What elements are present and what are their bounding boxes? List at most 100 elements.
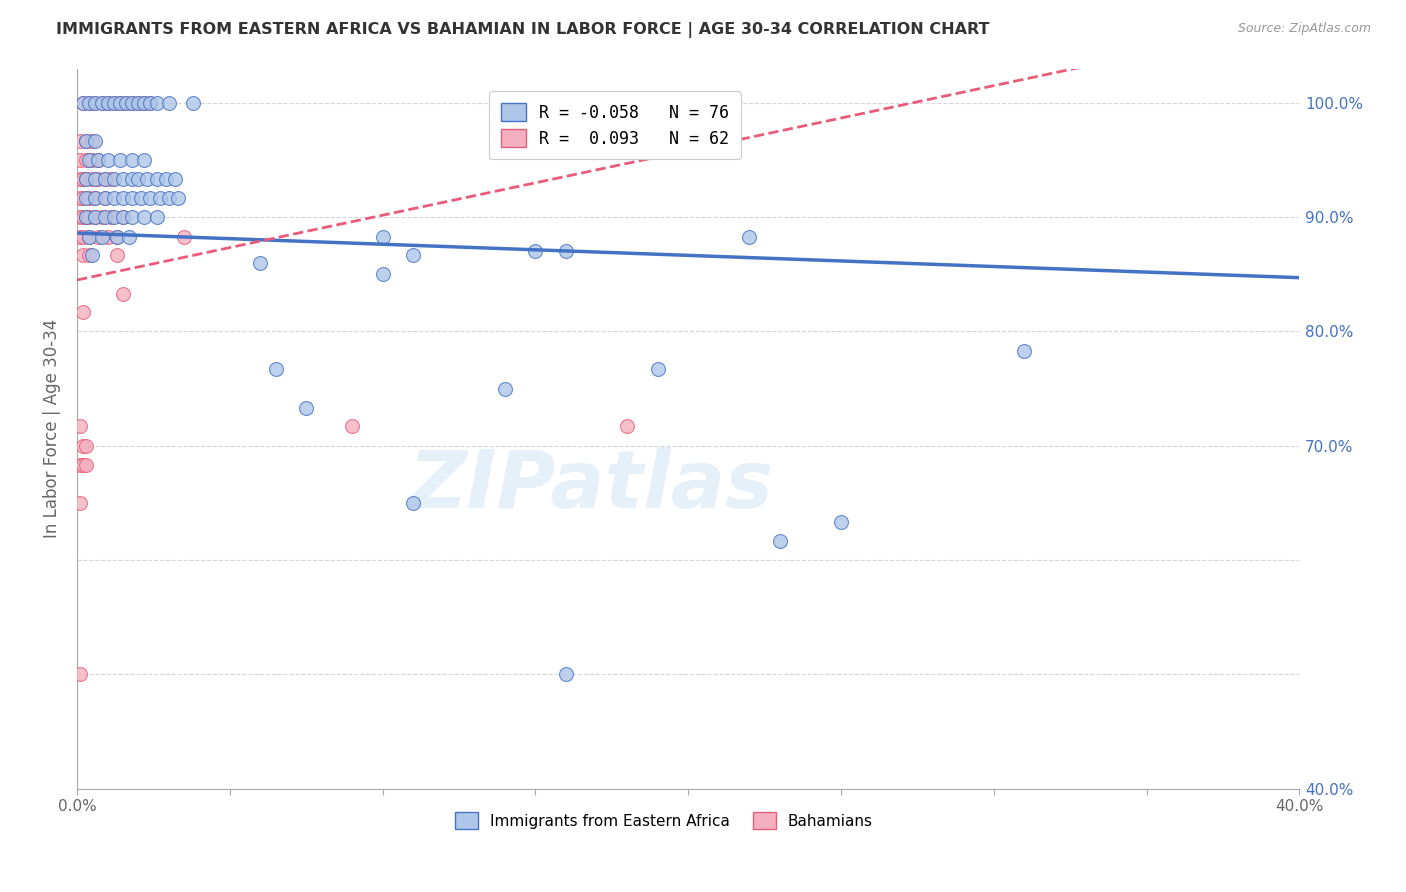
Point: [105, 229, 128, 244]
Point: [79, 248, 101, 262]
Point: [100, 210, 122, 224]
Point: [69, 210, 91, 224]
Point: [72, 95, 94, 110]
Point: [75, 153, 97, 167]
Point: [87, 153, 110, 167]
Point: [127, 95, 149, 110]
Point: [72, 305, 94, 319]
Point: [75, 134, 97, 148]
Text: Source: ZipAtlas.com: Source: ZipAtlas.com: [1237, 22, 1371, 36]
Point: [84, 210, 107, 224]
Point: [79, 95, 101, 110]
Point: [134, 153, 156, 167]
Point: [121, 191, 143, 205]
Point: [103, 172, 125, 186]
Point: [82, 134, 104, 148]
Point: [72, 458, 94, 472]
Point: [79, 95, 101, 110]
Point: [84, 191, 107, 205]
Point: [90, 210, 112, 224]
Point: [69, 496, 91, 510]
Point: [84, 191, 107, 205]
Point: [69, 229, 91, 244]
Point: [371, 267, 394, 281]
Point: [105, 248, 128, 262]
Point: [149, 191, 172, 205]
Point: [115, 95, 138, 110]
Point: [75, 172, 97, 186]
Point: [103, 95, 125, 110]
Point: [139, 191, 162, 205]
Point: [121, 210, 143, 224]
Point: [75, 210, 97, 224]
Point: [121, 95, 143, 110]
Point: [108, 153, 131, 167]
Point: [121, 95, 143, 110]
Point: [108, 95, 131, 110]
Point: [830, 515, 852, 529]
Point: [69, 419, 91, 434]
Point: [118, 229, 141, 244]
Point: [69, 153, 91, 167]
Point: [145, 95, 167, 110]
Point: [97, 153, 120, 167]
Point: [82, 153, 104, 167]
Point: [103, 191, 125, 205]
Point: [72, 191, 94, 205]
Point: [82, 172, 104, 186]
Point: [82, 248, 104, 262]
Point: [79, 210, 101, 224]
Point: [103, 210, 125, 224]
Point: [69, 134, 91, 148]
Point: [139, 95, 162, 110]
Point: [72, 210, 94, 224]
Point: [111, 286, 134, 301]
Point: [647, 362, 669, 376]
Point: [84, 95, 107, 110]
Point: [72, 439, 94, 453]
Point: [340, 419, 363, 434]
Point: [121, 172, 143, 186]
Point: [69, 172, 91, 186]
Point: [134, 95, 156, 110]
Point: [121, 153, 143, 167]
Point: [616, 419, 638, 434]
Point: [264, 362, 287, 376]
Point: [75, 210, 97, 224]
Point: [402, 248, 425, 262]
Point: [249, 256, 271, 270]
Point: [72, 172, 94, 186]
Point: [75, 439, 97, 453]
Point: [105, 229, 128, 244]
Point: [84, 172, 107, 186]
Y-axis label: In Labor Force | Age 30-34: In Labor Force | Age 30-34: [44, 319, 60, 538]
Point: [97, 95, 120, 110]
Legend: Immigrants from Eastern Africa, Bahamians: Immigrants from Eastern Africa, Bahamian…: [449, 806, 879, 835]
Point: [108, 95, 131, 110]
Point: [93, 172, 115, 186]
Point: [157, 191, 180, 205]
Point: [72, 229, 94, 244]
Point: [93, 191, 115, 205]
Point: [157, 95, 180, 110]
Point: [111, 210, 134, 224]
Point: [69, 191, 91, 205]
Point: [72, 95, 94, 110]
Point: [111, 191, 134, 205]
Point: [127, 95, 149, 110]
Point: [79, 191, 101, 205]
Point: [295, 401, 318, 415]
Point: [103, 95, 125, 110]
Point: [111, 172, 134, 186]
Point: [115, 95, 138, 110]
Point: [79, 153, 101, 167]
Point: [181, 95, 204, 110]
Text: ZIPatlas: ZIPatlas: [408, 447, 773, 525]
Point: [84, 95, 107, 110]
Point: [555, 244, 578, 259]
Point: [84, 210, 107, 224]
Point: [90, 229, 112, 244]
Point: [72, 248, 94, 262]
Point: [97, 229, 120, 244]
Point: [100, 172, 122, 186]
